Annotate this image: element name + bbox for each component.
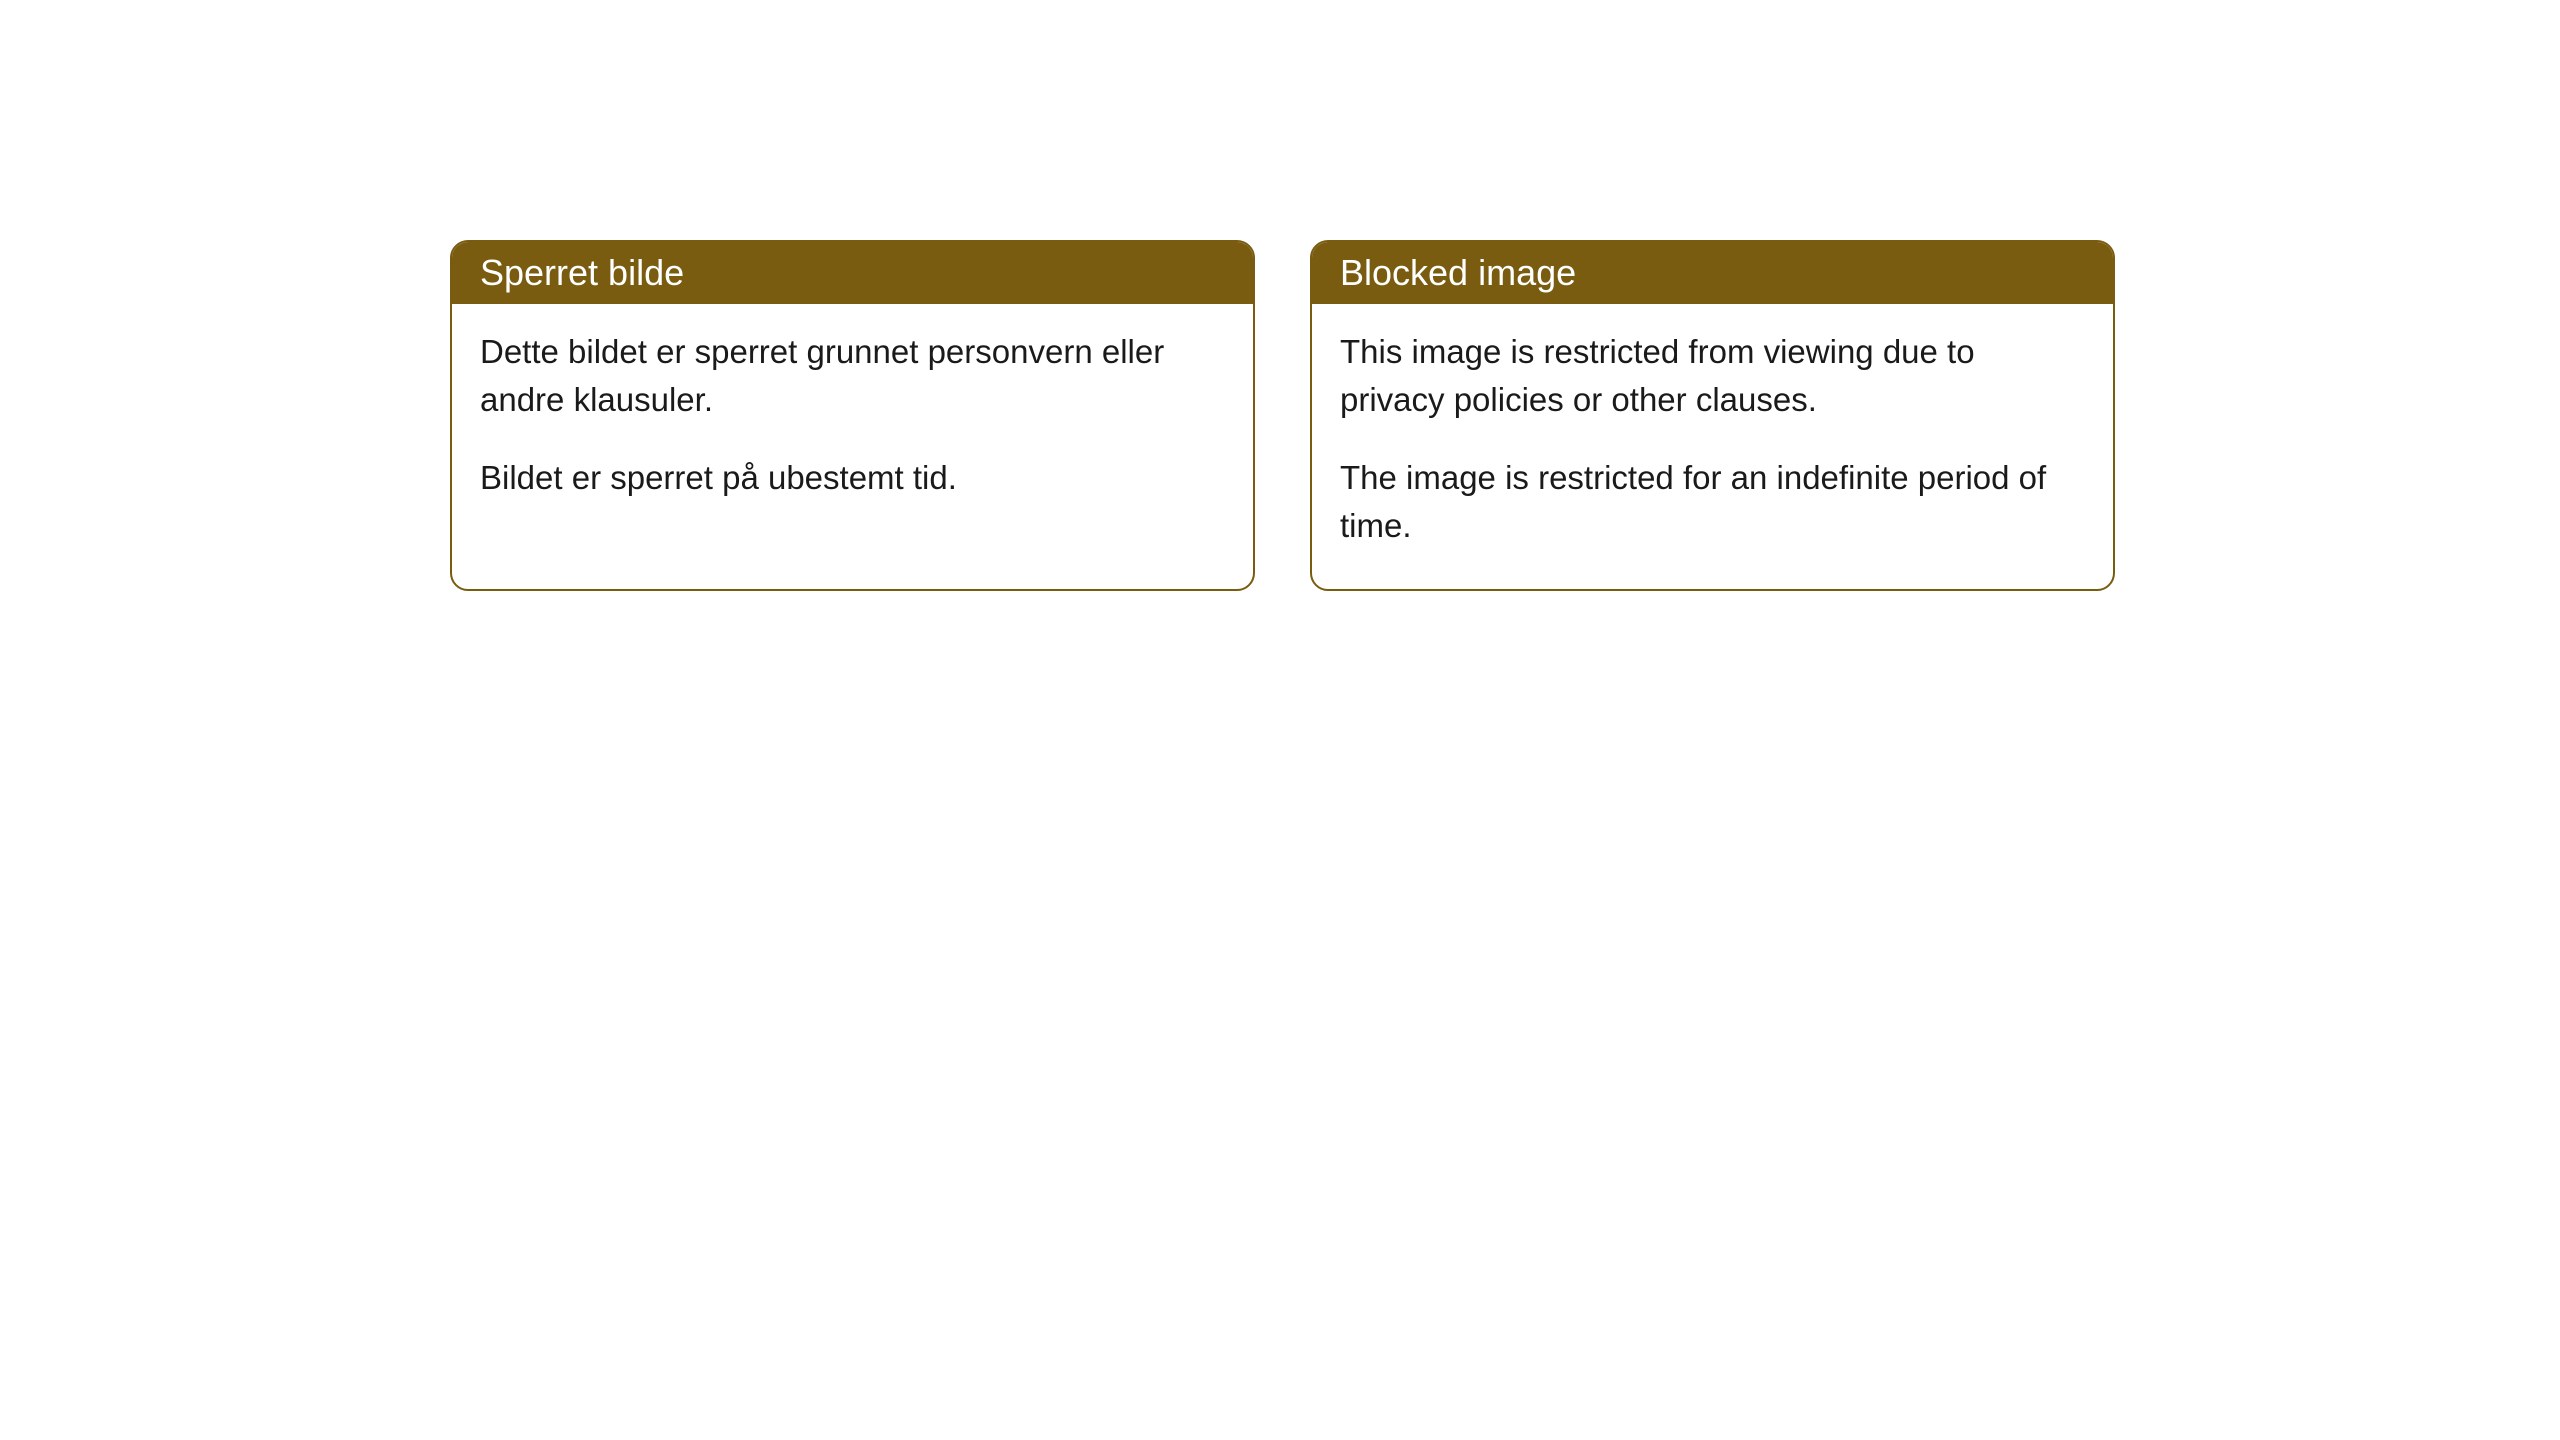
card-header: Sperret bilde <box>452 242 1253 304</box>
notice-card-norwegian: Sperret bilde Dette bildet er sperret gr… <box>450 240 1255 591</box>
card-paragraph: Dette bildet er sperret grunnet personve… <box>480 328 1225 424</box>
card-paragraph: The image is restricted for an indefinit… <box>1340 454 2085 550</box>
card-title: Blocked image <box>1340 252 1576 293</box>
notice-card-english: Blocked image This image is restricted f… <box>1310 240 2115 591</box>
card-body: Dette bildet er sperret grunnet personve… <box>452 304 1253 542</box>
card-paragraph: Bildet er sperret på ubestemt tid. <box>480 454 1225 502</box>
card-header: Blocked image <box>1312 242 2113 304</box>
card-paragraph: This image is restricted from viewing du… <box>1340 328 2085 424</box>
notice-container: Sperret bilde Dette bildet er sperret gr… <box>450 240 2115 591</box>
card-body: This image is restricted from viewing du… <box>1312 304 2113 589</box>
card-title: Sperret bilde <box>480 252 684 293</box>
